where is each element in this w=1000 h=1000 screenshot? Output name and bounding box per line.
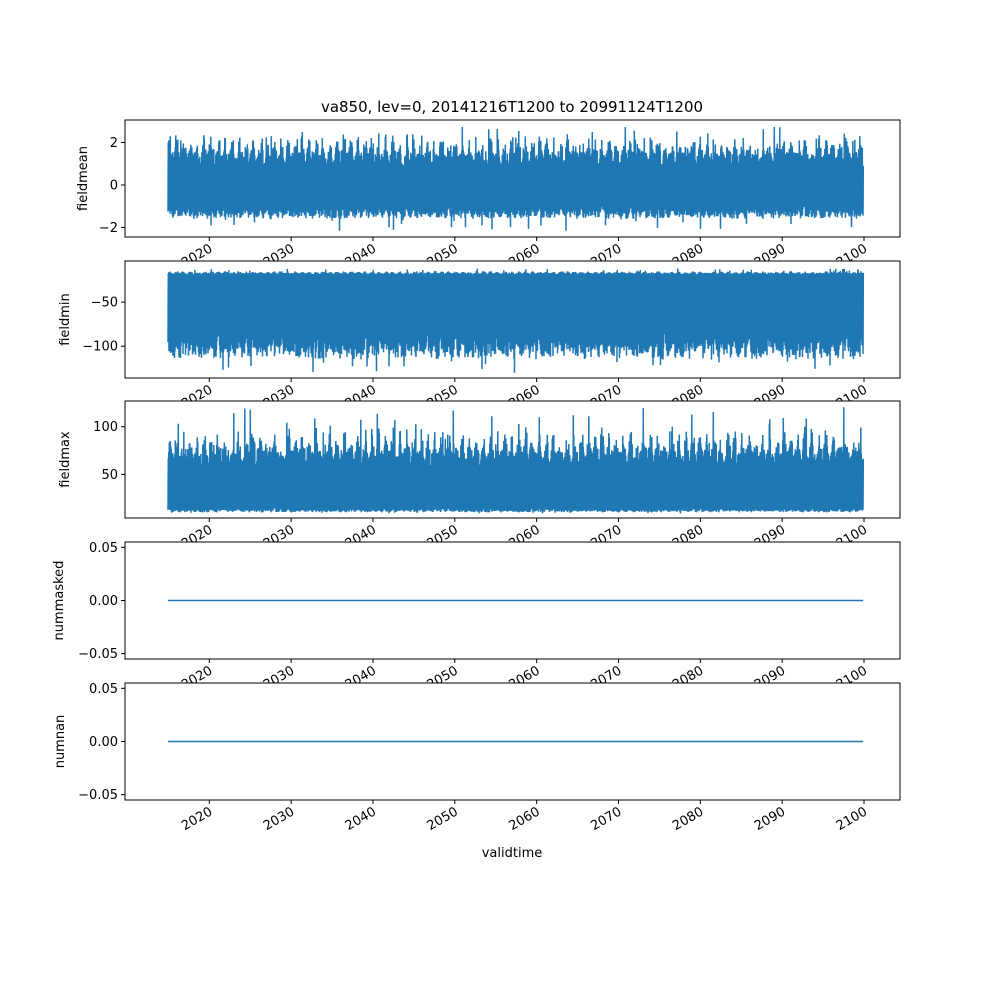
x-tick-label: 2020 [179, 804, 215, 834]
series-line [167, 407, 865, 514]
y-tick-label: 0.00 [89, 594, 118, 609]
y-tick-label: 50 [101, 468, 118, 483]
y-tick-label: −0.05 [78, 788, 118, 803]
x-tick-label: 2090 [752, 804, 788, 834]
y-tick-label: 2 [110, 136, 118, 151]
series-line [167, 126, 865, 231]
y-tick-label: 0.00 [89, 735, 118, 750]
x-tick-label: 2080 [670, 804, 706, 834]
x-tick-label: 2040 [343, 804, 379, 834]
axes-frame [124, 119, 901, 238]
y-axis-label: nummasked [52, 561, 67, 641]
y-axis-label: fieldmean [76, 146, 91, 211]
x-tick-label: 2030 [261, 804, 297, 834]
series-line [167, 268, 865, 373]
x-tick-label: 2050 [425, 804, 461, 834]
y-tick-label: 0.05 [89, 541, 118, 556]
y-tick-label: −2 [99, 221, 118, 236]
y-axis-label: numnan [53, 715, 68, 769]
axes-frame [124, 260, 901, 379]
y-tick-label: 0.05 [89, 682, 118, 697]
chart-title: va850, lev=0, 20141216T1200 to 20991124T… [321, 98, 703, 116]
y-tick-label: −0.05 [78, 647, 118, 662]
y-axis-label: fieldmin [58, 293, 73, 346]
subplot-numnan: −0.05 0.00 0.05 numnan 2020 2030 2040 2050 2060 2… [53, 682, 901, 834]
y-axis-label: fieldmax [58, 431, 73, 488]
axes-frame [124, 400, 901, 519]
y-tick-label: −50 [91, 296, 118, 311]
y-tick-label: 100 [93, 420, 118, 435]
x-tick-label: 2100 [834, 804, 870, 834]
x-tick-label: 2060 [506, 804, 542, 834]
x-axis-label: validtime [482, 846, 543, 861]
x-tick-label: 2070 [588, 804, 624, 834]
y-tick-label: −100 [82, 340, 118, 355]
y-tick-label: 0 [110, 178, 118, 193]
